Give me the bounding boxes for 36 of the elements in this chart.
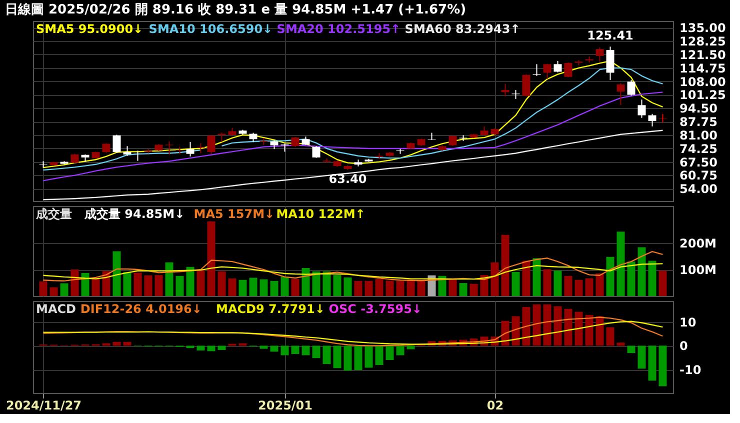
y-tick-label: 67.50 [680,155,718,170]
y-tick-label: 100M [680,263,716,278]
x-tick-label: 2025/01 [258,398,312,412]
text: MA10 122M↑ [276,207,366,221]
y-tick-label: 0 [680,339,688,354]
annotation: 125.41 [587,28,634,43]
y-tick-label: -10 [680,363,702,378]
y-tick-label: 54.00 [680,182,718,196]
x-tick-label: 2024/11/27 [6,398,82,412]
y-tick-label: 10 [680,315,696,330]
y-tick-label: 101.25 [680,88,726,102]
chart-title: 成交量 [35,207,72,221]
text: OSC -3.7595↓ [328,302,422,316]
y-tick-label: 114.75 [680,61,726,76]
text: SMA5 95.0900↓ [36,22,144,36]
y-tick-label: 108.00 [680,74,726,89]
y-tick-label: 121.50 [680,48,726,62]
text: SMA60 83.2943↑ [404,22,520,36]
chart-title: MACD [36,302,76,316]
y-tick-label: 200M [680,236,716,251]
y-tick-label: 81.00 [680,128,718,142]
x-tick-label: 02 [486,398,504,412]
chart-title: 日線圖 2025/02/26 開 89.16 收 89.31 e 量 94.85M +1.47 (+1.67%) [4,2,466,18]
y-tick-label: 135.00 [680,21,726,36]
y-tick-label: 60.75 [680,168,718,183]
annotation: 63.40 [328,172,367,186]
text: MA5 157M↓ [194,207,275,221]
text: SMA20 102.5195↑ [276,22,401,36]
y-tick-label: 87.75 [680,115,718,130]
y-tick-label: 94.50 [680,102,718,116]
text: SMA10 106.6590↓ [148,22,273,36]
series-label: DIF12-26 4.0196↓ [80,302,202,316]
series-label: MACD9 7.7791↓ [216,302,325,316]
y-tick-label: 128.25 [680,34,726,48]
series-label: 成交量 94.85M↓ [84,207,185,221]
y-tick-label: 74.25 [680,142,718,156]
